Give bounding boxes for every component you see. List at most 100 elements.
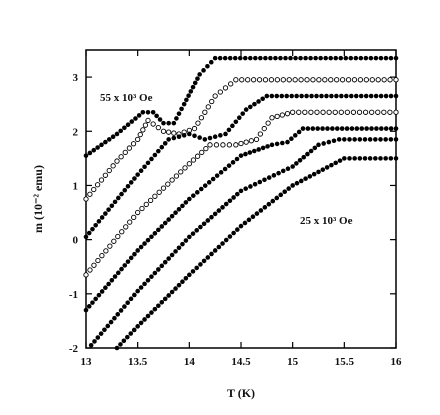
data-point (191, 193, 196, 198)
x-tick-label: 16 (391, 356, 403, 368)
data-point (236, 115, 242, 121)
data-point (136, 113, 142, 118)
data-point (351, 77, 358, 83)
data-point (88, 342, 94, 348)
data-point (307, 174, 313, 179)
data-point (125, 184, 131, 189)
data-point (292, 77, 298, 83)
data-point (169, 213, 175, 219)
data-point (302, 109, 308, 115)
data-point (301, 154, 307, 160)
data-point (373, 137, 378, 142)
data-point (119, 266, 124, 272)
data-point (220, 205, 225, 210)
data-point (212, 93, 218, 99)
data-point (243, 139, 249, 145)
data-point (198, 224, 203, 230)
data-point (235, 227, 240, 232)
data-point (108, 319, 114, 325)
data-point (176, 134, 182, 139)
data-point (149, 274, 154, 279)
data-point (139, 205, 145, 212)
data-point (176, 111, 182, 116)
data-point (393, 109, 399, 115)
data-point (152, 152, 158, 158)
data-point (87, 150, 93, 156)
data-point (262, 177, 267, 183)
data-point (212, 134, 218, 139)
data-point (378, 93, 384, 99)
data-point (303, 55, 308, 61)
x-tick-label: 15.5 (335, 356, 355, 368)
data-point (269, 115, 275, 121)
data-point (106, 137, 112, 142)
data-point (156, 267, 161, 272)
data-point (133, 116, 138, 121)
data-point (156, 148, 161, 154)
data-point (205, 104, 211, 110)
data-point (138, 168, 144, 174)
data-point (314, 93, 319, 99)
data-point (368, 93, 374, 99)
data-point (160, 128, 167, 134)
data-point (169, 252, 175, 258)
data-point (260, 96, 266, 102)
data-point (145, 117, 151, 124)
data-point (135, 209, 141, 216)
data-point (135, 288, 140, 294)
data-point (284, 93, 290, 99)
data-point (106, 281, 111, 287)
series-4 (83, 109, 399, 278)
data-point (305, 151, 310, 157)
data-point (190, 231, 196, 236)
data-point (218, 133, 223, 138)
data-point (280, 168, 286, 174)
data-point (358, 55, 364, 61)
data-point (379, 126, 384, 131)
data-point (247, 150, 253, 155)
data-point (142, 241, 147, 246)
data-point (152, 270, 158, 276)
data-point (388, 55, 394, 61)
data-point (352, 137, 357, 142)
data-point (231, 195, 236, 200)
data-point (274, 93, 280, 99)
data-point (171, 130, 177, 136)
data-point (96, 219, 102, 224)
data-point (310, 126, 316, 131)
data-point (122, 125, 127, 131)
data-point (173, 173, 180, 179)
data-point (383, 55, 389, 61)
data-point (222, 166, 228, 172)
data-point (323, 55, 328, 61)
data-point (383, 137, 388, 142)
data-point (334, 77, 340, 83)
data-point (176, 206, 182, 212)
data-point (216, 208, 222, 213)
data-point (316, 169, 321, 175)
series-7 (114, 156, 399, 351)
data-point (91, 186, 97, 193)
data-point (248, 104, 253, 110)
data-point (99, 289, 105, 294)
data-point (209, 214, 214, 220)
data-point (367, 137, 373, 142)
data-point (313, 55, 318, 61)
x-tick-label: 13 (81, 356, 93, 368)
data-point (159, 144, 165, 150)
data-point (357, 77, 364, 83)
data-point (263, 55, 268, 61)
data-point (111, 238, 117, 244)
y-tick-label: 3 (73, 72, 79, 84)
data-point (319, 93, 324, 99)
data-point (369, 109, 375, 115)
data-point (303, 176, 308, 181)
data-point (187, 196, 192, 202)
x-tick-label: 14 (184, 356, 196, 368)
data-point (94, 182, 101, 188)
data-point (343, 55, 349, 61)
data-point (135, 248, 140, 253)
data-point (345, 77, 352, 83)
data-point (223, 131, 228, 137)
data-point (271, 173, 277, 178)
